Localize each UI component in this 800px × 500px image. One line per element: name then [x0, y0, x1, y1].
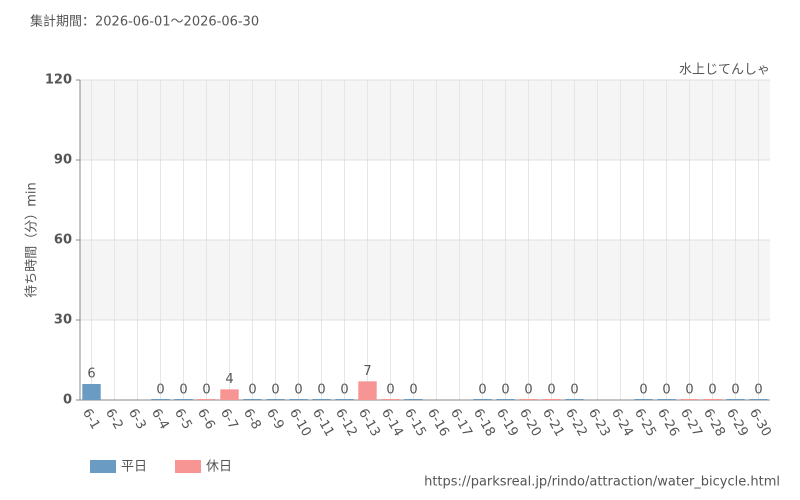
chart-title: 水上じてんしゃ: [679, 63, 770, 78]
bar: [657, 399, 676, 400]
bar: [312, 399, 331, 400]
y-tick-label: 30: [54, 313, 72, 328]
bar: [174, 399, 193, 400]
x-tick-label: 6-19: [493, 406, 521, 439]
data-label: 0: [685, 383, 693, 398]
data-label: 0: [501, 383, 509, 398]
data-label: 0: [708, 383, 716, 398]
data-label: 0: [271, 383, 279, 398]
x-tick-label: 6-24: [608, 406, 636, 439]
x-tick-label: 6-25: [631, 406, 659, 439]
bar: [473, 399, 492, 400]
x-tick-label: 6-6: [194, 406, 218, 432]
data-label: 0: [386, 383, 394, 398]
bar: [749, 399, 768, 400]
x-tick-label: 6-30: [746, 406, 774, 439]
x-tick-label: 6-20: [516, 406, 544, 439]
subtitle: 集計期間：2026-06-01～2026-06-30: [30, 14, 259, 30]
x-tick-label: 6-10: [286, 406, 314, 439]
x-tick-label: 6-12: [332, 406, 360, 439]
data-label: 0: [179, 383, 187, 398]
x-tick-label: 6-3: [125, 406, 149, 432]
y-axis-label: 待ち時間（分）min: [25, 182, 40, 298]
x-tick-label: 6-8: [240, 406, 264, 432]
x-tick-label: 6-14: [378, 406, 406, 439]
x-tick-label: 6-18: [470, 406, 498, 439]
x-tick-label: 6-7: [217, 406, 241, 432]
bar: [243, 399, 262, 400]
x-tick-label: 6-4: [148, 406, 172, 432]
y-tick-label: 120: [45, 73, 72, 88]
bar: [496, 399, 515, 400]
data-label: 6: [87, 367, 95, 382]
grid-band: [80, 240, 770, 320]
x-tick-label: 6-17: [447, 406, 475, 439]
data-label: 0: [731, 383, 739, 398]
x-tick-label: 6-16: [424, 406, 452, 439]
bar: [565, 399, 584, 400]
bar: [542, 399, 561, 400]
x-tick-label: 6-11: [309, 406, 337, 439]
legend-swatch: [175, 460, 201, 473]
x-tick-label: 6-5: [171, 406, 195, 432]
y-tick-label: 60: [54, 233, 72, 248]
bar: [220, 389, 239, 400]
data-label: 0: [662, 383, 670, 398]
bar: [726, 399, 745, 400]
bar: [680, 399, 699, 400]
x-tick-label: 6-26: [654, 406, 682, 439]
data-label: 0: [547, 383, 555, 398]
bar: [404, 399, 423, 400]
bar: [82, 384, 101, 400]
data-label: 0: [202, 383, 210, 398]
data-label: 0: [340, 383, 348, 398]
bar: [335, 399, 354, 400]
x-tick-label: 6-1: [79, 406, 103, 432]
x-tick-label: 6-23: [585, 406, 613, 439]
legend-swatch: [90, 460, 116, 473]
grid-band: [80, 80, 770, 160]
x-tick-label: 6-27: [677, 406, 705, 439]
bar: [151, 399, 170, 400]
data-label: 0: [248, 383, 256, 398]
bar: [289, 399, 308, 400]
bar: [266, 399, 285, 400]
data-label: 0: [478, 383, 486, 398]
data-label: 0: [754, 383, 762, 398]
x-tick-label: 6-2: [102, 406, 126, 432]
x-tick-label: 6-15: [401, 406, 429, 439]
data-label: 0: [409, 383, 417, 398]
x-tick-label: 6-9: [263, 406, 287, 432]
bar: [358, 381, 377, 400]
data-label: 0: [294, 383, 302, 398]
bar: [519, 399, 538, 400]
bar: [634, 399, 653, 400]
data-label: 7: [363, 364, 371, 379]
x-tick-label: 6-21: [539, 406, 567, 439]
data-label: 0: [317, 383, 325, 398]
data-label: 4: [225, 372, 233, 387]
x-tick-label: 6-13: [355, 406, 383, 439]
x-tick-label: 6-29: [723, 406, 751, 439]
data-label: 0: [156, 383, 164, 398]
bar: [197, 399, 216, 400]
data-label: 0: [639, 383, 647, 398]
data-label: 0: [524, 383, 532, 398]
bar: [381, 399, 400, 400]
legend-label: 休日: [206, 460, 232, 475]
data-label: 0: [570, 383, 578, 398]
y-tick-label: 0: [63, 393, 72, 408]
y-tick-label: 90: [54, 153, 72, 168]
source-url: https://parksreal.jp/rindo/attraction/wa…: [424, 475, 780, 490]
legend-label: 平日: [121, 460, 147, 475]
bar: [703, 399, 722, 400]
x-tick-label: 6-22: [562, 406, 590, 439]
x-tick-label: 6-28: [700, 406, 728, 439]
